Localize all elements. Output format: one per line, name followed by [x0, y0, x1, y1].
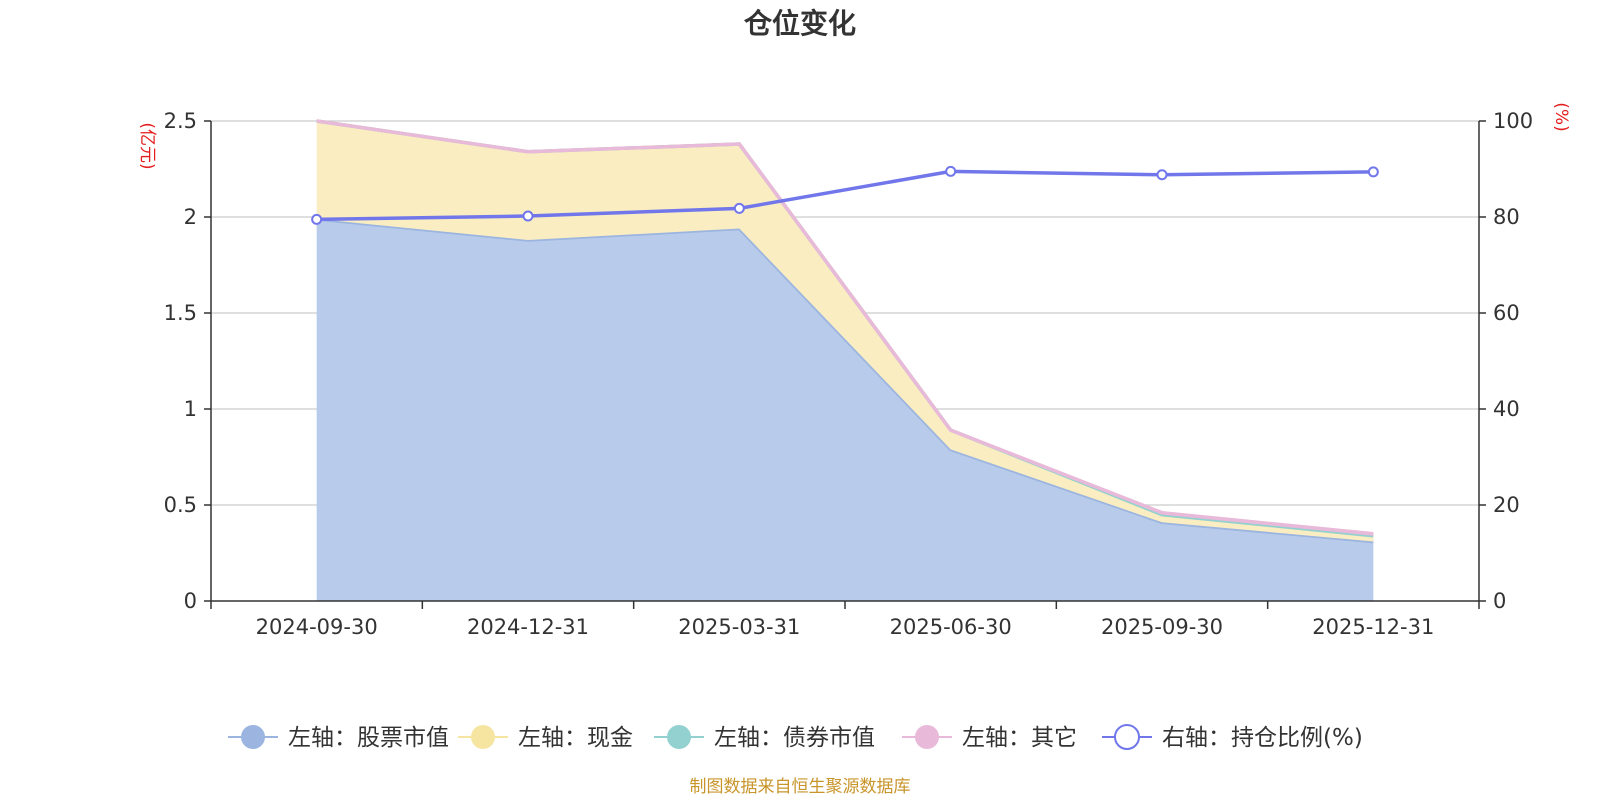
- right-tick-label: 100: [1493, 109, 1533, 133]
- left-axis-unit: (亿元): [137, 122, 157, 169]
- area-左轴：股票市值: [316, 218, 1374, 602]
- x-tick-label: 2025-06-30: [890, 615, 1012, 639]
- ratio-point: [311, 213, 323, 225]
- legend-item: 左轴：其它: [902, 725, 1077, 751]
- ratio-point: [733, 202, 745, 214]
- source-note: 制图数据来自恒生聚源数据库: [690, 777, 911, 797]
- legend-label: 左轴：现金: [518, 725, 633, 751]
- left-tick-label: 1.5: [164, 301, 197, 325]
- legend: 左轴：股票市值 左轴：现金 左轴：债券市值 左轴：其它 右轴：持仓比例(%): [228, 724, 1363, 751]
- right-tick-label: 80: [1493, 205, 1520, 229]
- legend-label: 左轴：股票市值: [288, 725, 449, 751]
- left-tick-label: 2.5: [164, 109, 197, 133]
- legend-label: 左轴：债券市值: [714, 725, 875, 751]
- x-tick-label: 2025-12-31: [1312, 615, 1434, 639]
- chart-title: 仓位变化: [744, 7, 856, 40]
- right-tick-label: 20: [1493, 493, 1520, 517]
- legend-marker: [1114, 724, 1140, 750]
- legend-label: 右轴：持仓比例(%): [1162, 725, 1363, 751]
- x-tick-label: 2024-09-30: [256, 615, 378, 639]
- left-tick-label: 0.5: [164, 493, 197, 517]
- area-左轴：现金: [316, 121, 1374, 542]
- legend-item: 右轴：持仓比例(%): [1102, 724, 1363, 751]
- legend-marker: [667, 725, 691, 749]
- legend-marker: [915, 725, 939, 749]
- ratio-point: [1156, 169, 1168, 181]
- legend-label: 左轴：其它: [962, 725, 1077, 751]
- right-axis-unit: (%): [1551, 102, 1571, 131]
- legend-item: 左轴：现金: [458, 725, 633, 751]
- legend-marker: [241, 725, 265, 749]
- ratio-line: [311, 165, 1379, 225]
- right-tick-label: 60: [1493, 301, 1520, 325]
- ratio-point: [522, 210, 534, 222]
- right-tick-label: 40: [1493, 397, 1520, 421]
- x-tick-label: 2025-09-30: [1101, 615, 1223, 639]
- right-tick-label: 0: [1493, 589, 1506, 613]
- x-tick-label: 2025-03-31: [678, 615, 800, 639]
- x-tick-label: 2024-12-31: [467, 615, 589, 639]
- ratio-point: [1367, 166, 1379, 178]
- left-tick-label: 1: [184, 397, 197, 421]
- stacked-areas: [316, 119, 1374, 602]
- axes: 0 0.5 1 1.5 2 2.5 0 20 40 60 80 100 2024-09-30 2024-1…: [164, 109, 1534, 639]
- ratio-point: [945, 165, 957, 177]
- area-edge-左轴：股票市值: [316, 217, 1374, 544]
- ratio-line-path: [316, 169, 1374, 222]
- legend-item: 左轴：股票市值: [228, 725, 449, 751]
- legend-marker: [471, 725, 495, 749]
- legend-item: 左轴：债券市值: [654, 725, 875, 751]
- left-tick-label: 0: [184, 589, 197, 613]
- left-tick-label: 2: [184, 205, 197, 229]
- area-edge-左轴：其它: [316, 119, 1374, 536]
